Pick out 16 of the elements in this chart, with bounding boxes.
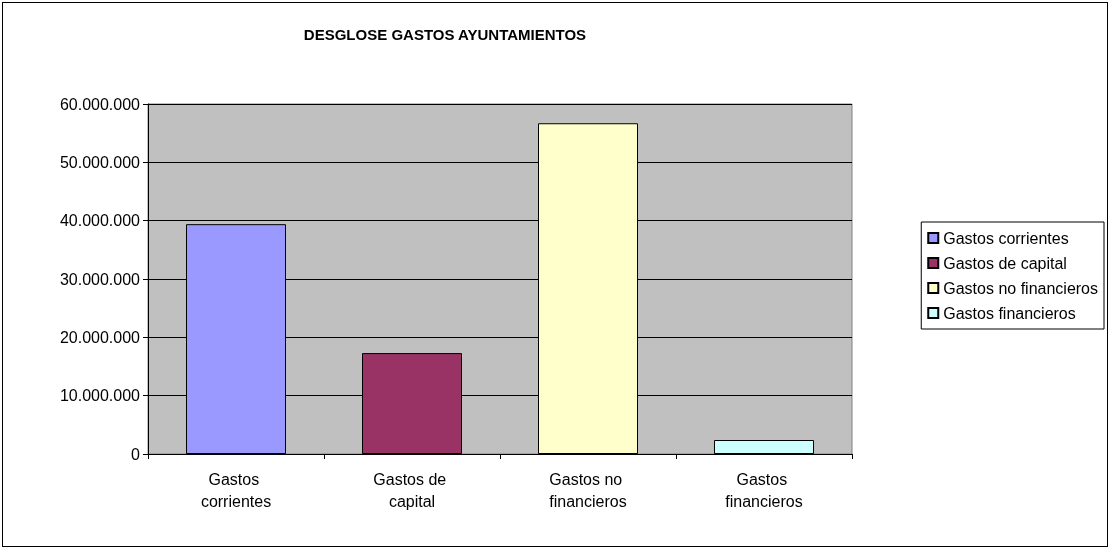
y-tick-label: 10.000.000 xyxy=(59,387,141,405)
chart-title: DESGLOSE GASTOS AYUNTAMIENTOS xyxy=(303,26,587,43)
x-tick-label: Gastos de capital xyxy=(373,470,451,510)
y-tick-label: 20.000.000 xyxy=(59,328,141,346)
x-tick-label: Gastos financieros xyxy=(725,470,803,510)
legend-label: Gastos de capital xyxy=(943,254,1067,272)
legend-label: Gastos corrientes xyxy=(943,229,1069,247)
y-tick-label: 30.000.000 xyxy=(59,270,141,288)
y-tick-label: 60.000.000 xyxy=(59,95,141,113)
legend-label: Gastos no financieros xyxy=(943,279,1098,297)
x-tick-label: Gastos corrientes xyxy=(200,470,272,510)
legend-label: Gastos financieros xyxy=(943,304,1076,322)
x-tick-label: Gastos no financieros xyxy=(549,470,627,510)
y-tick-label: 50.000.000 xyxy=(59,153,141,171)
y-tick-label: 40.000.000 xyxy=(59,212,141,230)
y-tick-label: 0 xyxy=(131,445,141,463)
